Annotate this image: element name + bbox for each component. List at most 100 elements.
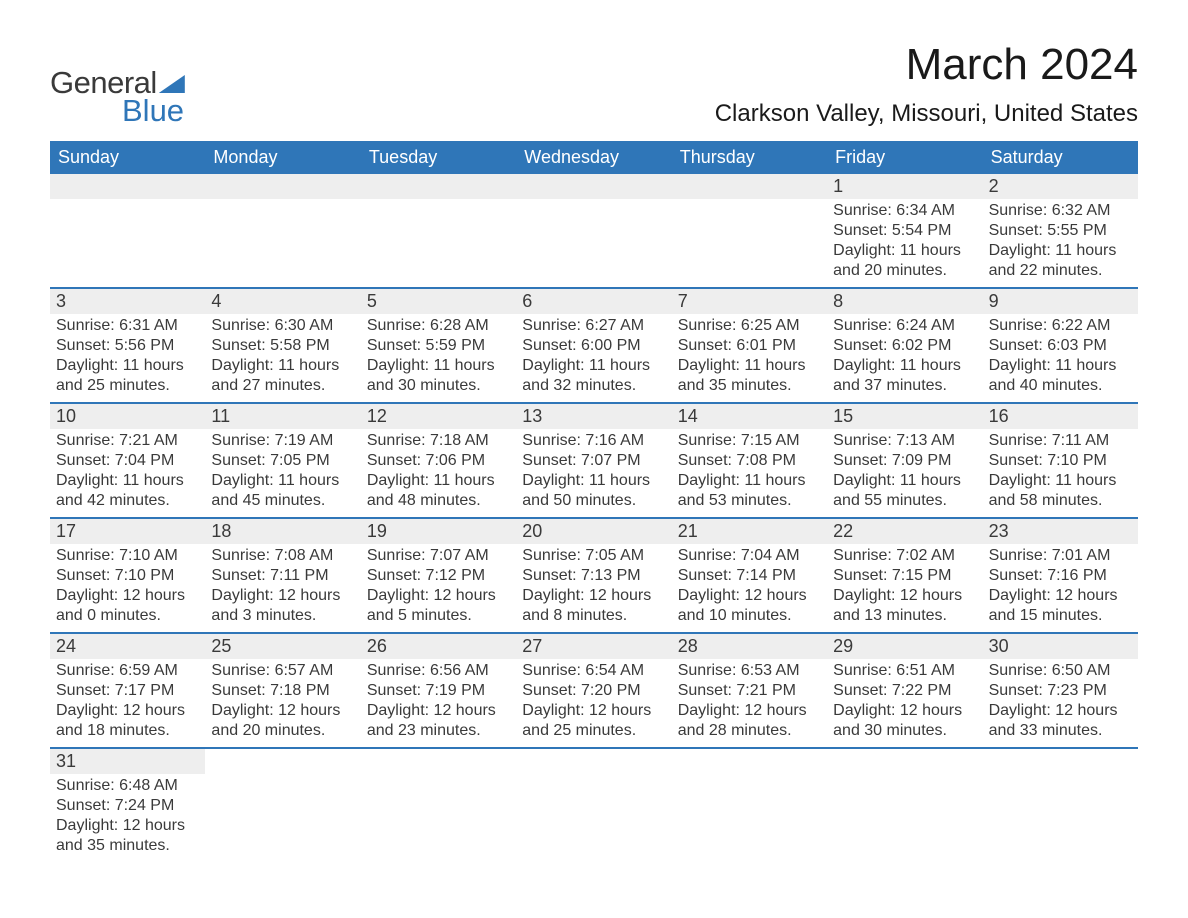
day-number: 15 (827, 404, 982, 429)
sunset-text: Sunset: 5:59 PM (367, 336, 510, 356)
calendar-cell: 4Sunrise: 6:30 AMSunset: 5:58 PMDaylight… (205, 289, 360, 402)
daylight-text: Daylight: 11 hours and 42 minutes. (56, 471, 199, 511)
sunrise-text: Sunrise: 7:08 AM (211, 546, 354, 566)
day-details: Sunrise: 7:21 AMSunset: 7:04 PMDaylight:… (50, 429, 205, 517)
sunset-text: Sunset: 7:19 PM (367, 681, 510, 701)
day-details: Sunrise: 6:32 AMSunset: 5:55 PMDaylight:… (983, 199, 1138, 287)
daylight-text: Daylight: 11 hours and 22 minutes. (989, 241, 1132, 281)
day-details: Sunrise: 6:25 AMSunset: 6:01 PMDaylight:… (672, 314, 827, 402)
day-details (205, 774, 360, 782)
sunset-text: Sunset: 6:03 PM (989, 336, 1132, 356)
daylight-text: Daylight: 11 hours and 25 minutes. (56, 356, 199, 396)
calendar-cell: 31Sunrise: 6:48 AMSunset: 7:24 PMDayligh… (50, 749, 205, 862)
day-details: Sunrise: 7:01 AMSunset: 7:16 PMDaylight:… (983, 544, 1138, 632)
daylight-text: Daylight: 12 hours and 25 minutes. (522, 701, 665, 741)
day-details: Sunrise: 7:07 AMSunset: 7:12 PMDaylight:… (361, 544, 516, 632)
day-details: Sunrise: 6:34 AMSunset: 5:54 PMDaylight:… (827, 199, 982, 287)
sunset-text: Sunset: 7:09 PM (833, 451, 976, 471)
calendar-cell: 16Sunrise: 7:11 AMSunset: 7:10 PMDayligh… (983, 404, 1138, 517)
calendar-cell (516, 174, 671, 287)
calendar-cell: 29Sunrise: 6:51 AMSunset: 7:22 PMDayligh… (827, 634, 982, 747)
calendar-cell: 24Sunrise: 6:59 AMSunset: 7:17 PMDayligh… (50, 634, 205, 747)
sunrise-text: Sunrise: 6:24 AM (833, 316, 976, 336)
day-details: Sunrise: 7:04 AMSunset: 7:14 PMDaylight:… (672, 544, 827, 632)
sunset-text: Sunset: 6:02 PM (833, 336, 976, 356)
day-number (361, 749, 516, 774)
calendar-cell: 3Sunrise: 6:31 AMSunset: 5:56 PMDaylight… (50, 289, 205, 402)
day-details: Sunrise: 6:31 AMSunset: 5:56 PMDaylight:… (50, 314, 205, 402)
sunrise-text: Sunrise: 6:31 AM (56, 316, 199, 336)
sunrise-text: Sunrise: 6:30 AM (211, 316, 354, 336)
day-number: 13 (516, 404, 671, 429)
daylight-text: Daylight: 12 hours and 13 minutes. (833, 586, 976, 626)
sunset-text: Sunset: 6:00 PM (522, 336, 665, 356)
calendar-cell: 7Sunrise: 6:25 AMSunset: 6:01 PMDaylight… (672, 289, 827, 402)
calendar-cell (205, 749, 360, 862)
calendar-cell: 1Sunrise: 6:34 AMSunset: 5:54 PMDaylight… (827, 174, 982, 287)
day-number: 2 (983, 174, 1138, 199)
day-details: Sunrise: 7:02 AMSunset: 7:15 PMDaylight:… (827, 544, 982, 632)
daylight-text: Daylight: 11 hours and 40 minutes. (989, 356, 1132, 396)
calendar-cell: 8Sunrise: 6:24 AMSunset: 6:02 PMDaylight… (827, 289, 982, 402)
calendar-cell: 30Sunrise: 6:50 AMSunset: 7:23 PMDayligh… (983, 634, 1138, 747)
calendar-cell: 6Sunrise: 6:27 AMSunset: 6:00 PMDaylight… (516, 289, 671, 402)
day-details: Sunrise: 7:11 AMSunset: 7:10 PMDaylight:… (983, 429, 1138, 517)
weekday-label: Saturday (983, 141, 1138, 174)
day-number: 27 (516, 634, 671, 659)
day-details (827, 774, 982, 782)
calendar-cell (361, 749, 516, 862)
sunset-text: Sunset: 7:14 PM (678, 566, 821, 586)
day-number: 6 (516, 289, 671, 314)
daylight-text: Daylight: 11 hours and 37 minutes. (833, 356, 976, 396)
sunset-text: Sunset: 7:20 PM (522, 681, 665, 701)
calendar-cell (827, 749, 982, 862)
daylight-text: Daylight: 11 hours and 30 minutes. (367, 356, 510, 396)
daylight-text: Daylight: 11 hours and 20 minutes. (833, 241, 976, 281)
calendar-cell (983, 749, 1138, 862)
daylight-text: Daylight: 12 hours and 35 minutes. (56, 816, 199, 856)
month-title: March 2024 (715, 40, 1138, 90)
day-number: 22 (827, 519, 982, 544)
day-details (516, 774, 671, 782)
calendar-cell: 10Sunrise: 7:21 AMSunset: 7:04 PMDayligh… (50, 404, 205, 517)
sunset-text: Sunset: 7:05 PM (211, 451, 354, 471)
daylight-text: Daylight: 11 hours and 53 minutes. (678, 471, 821, 511)
day-number (205, 749, 360, 774)
day-number: 28 (672, 634, 827, 659)
sunset-text: Sunset: 5:55 PM (989, 221, 1132, 241)
sunrise-text: Sunrise: 6:48 AM (56, 776, 199, 796)
sunrise-text: Sunrise: 7:21 AM (56, 431, 199, 451)
sunset-text: Sunset: 7:21 PM (678, 681, 821, 701)
sunrise-text: Sunrise: 7:07 AM (367, 546, 510, 566)
daylight-text: Daylight: 12 hours and 5 minutes. (367, 586, 510, 626)
sunrise-text: Sunrise: 6:53 AM (678, 661, 821, 681)
calendar-week: 17Sunrise: 7:10 AMSunset: 7:10 PMDayligh… (50, 519, 1138, 634)
weeks-container: 1Sunrise: 6:34 AMSunset: 5:54 PMDaylight… (50, 174, 1138, 862)
weekday-label: Sunday (50, 141, 205, 174)
calendar-cell: 9Sunrise: 6:22 AMSunset: 6:03 PMDaylight… (983, 289, 1138, 402)
day-number: 10 (50, 404, 205, 429)
sunrise-text: Sunrise: 6:51 AM (833, 661, 976, 681)
day-number: 11 (205, 404, 360, 429)
day-details: Sunrise: 6:27 AMSunset: 6:00 PMDaylight:… (516, 314, 671, 402)
sunset-text: Sunset: 5:54 PM (833, 221, 976, 241)
sunrise-text: Sunrise: 6:27 AM (522, 316, 665, 336)
daylight-text: Daylight: 12 hours and 20 minutes. (211, 701, 354, 741)
day-details: Sunrise: 6:51 AMSunset: 7:22 PMDaylight:… (827, 659, 982, 747)
day-details: Sunrise: 7:08 AMSunset: 7:11 PMDaylight:… (205, 544, 360, 632)
sunrise-text: Sunrise: 6:28 AM (367, 316, 510, 336)
day-number: 8 (827, 289, 982, 314)
day-details: Sunrise: 7:10 AMSunset: 7:10 PMDaylight:… (50, 544, 205, 632)
day-details: Sunrise: 6:50 AMSunset: 7:23 PMDaylight:… (983, 659, 1138, 747)
day-number: 25 (205, 634, 360, 659)
calendar-cell: 22Sunrise: 7:02 AMSunset: 7:15 PMDayligh… (827, 519, 982, 632)
day-details: Sunrise: 7:18 AMSunset: 7:06 PMDaylight:… (361, 429, 516, 517)
logo-triangle-icon (159, 75, 185, 93)
calendar: Sunday Monday Tuesday Wednesday Thursday… (50, 141, 1138, 862)
sunset-text: Sunset: 7:16 PM (989, 566, 1132, 586)
day-details: Sunrise: 6:30 AMSunset: 5:58 PMDaylight:… (205, 314, 360, 402)
calendar-cell: 11Sunrise: 7:19 AMSunset: 7:05 PMDayligh… (205, 404, 360, 517)
sunset-text: Sunset: 7:18 PM (211, 681, 354, 701)
day-details (983, 774, 1138, 782)
brand-logo: General Blue (50, 65, 185, 129)
